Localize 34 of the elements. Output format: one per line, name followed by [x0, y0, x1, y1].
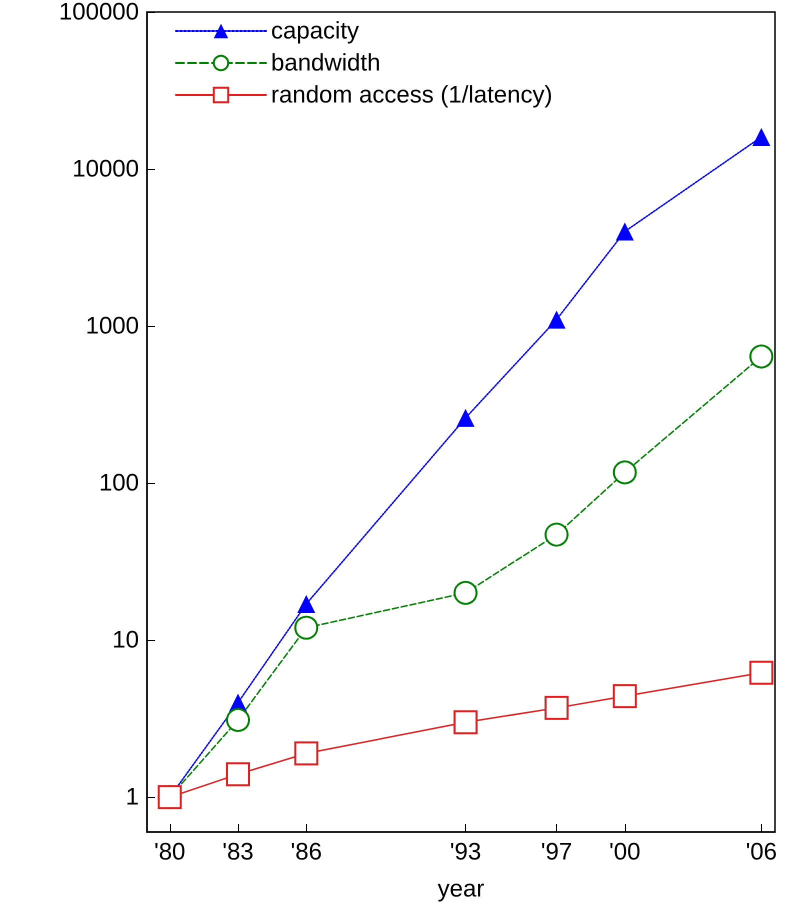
point: [454, 710, 478, 734]
y-tick-label: 100: [98, 470, 139, 497]
y-tick-label: 1000: [86, 312, 139, 340]
point: [749, 344, 774, 368]
point: [612, 684, 637, 708]
x-tick-label: '00: [609, 838, 640, 866]
point: [749, 660, 774, 685]
x-tick-label: '83: [222, 838, 254, 866]
point: [616, 222, 634, 241]
point: [297, 594, 316, 613]
point: [294, 741, 318, 766]
x-tick-label: '80: [154, 838, 186, 866]
point: [226, 762, 250, 786]
x-axis-title: year: [438, 876, 484, 902]
x-tick-label: '06: [746, 838, 777, 866]
point: [752, 128, 770, 146]
x-tick-label: '97: [540, 838, 572, 866]
point: [548, 310, 566, 329]
y-tick-label: 1: [126, 784, 139, 811]
y-tick-label: 100000: [58, 0, 139, 26]
point: [612, 460, 637, 484]
x-tick-label: '86: [290, 838, 322, 866]
point: [544, 696, 569, 720]
x-tick-label: '93: [450, 838, 482, 866]
legend-label: capacity: [271, 18, 360, 44]
y-tick-label: 10: [112, 626, 139, 654]
y-tick-label: 10000: [72, 156, 139, 183]
legend-label: random access (1/latency): [271, 82, 552, 108]
point: [544, 522, 569, 547]
point: [226, 708, 250, 732]
point: [456, 408, 475, 427]
point: [454, 580, 478, 605]
legend-label: bandwidth: [271, 50, 380, 76]
point: [294, 616, 318, 640]
